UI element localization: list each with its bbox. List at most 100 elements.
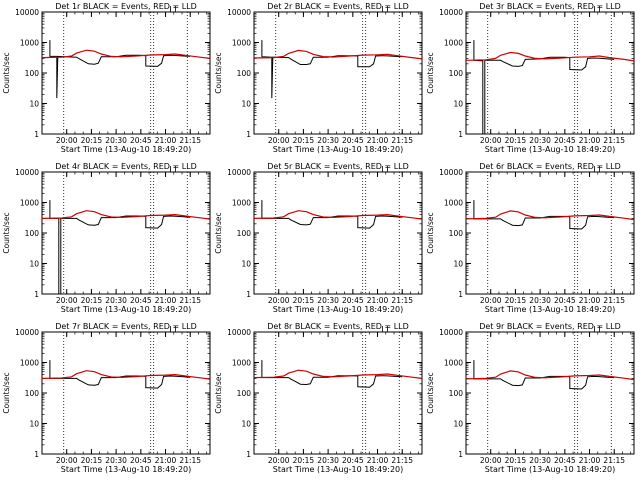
panel-det-6: Det 6r BLACK = Events, RED = LLD 1 10 100 10… [426, 162, 635, 314]
x-tick-label: 20:45 [130, 136, 152, 145]
x-axis-label: Start Time (13-Aug-10 18:49:20) [485, 305, 616, 314]
y-tick-label: 1 [246, 130, 251, 139]
panel-title: Det 6r BLACK = Events, RED = LLD [479, 162, 621, 171]
x-tick-label: 20:45 [130, 456, 152, 465]
y-tick-label: 100 [237, 229, 252, 238]
series-events [473, 360, 615, 390]
y-tick-label: 10000 [439, 328, 463, 337]
x-tick-label: 21:00 [155, 296, 177, 305]
y-tick-label: 1000 [444, 199, 463, 208]
y-tick-label: 10000 [439, 8, 463, 17]
saa-marker [594, 326, 600, 333]
saa-marker [382, 6, 388, 13]
saa-marker [170, 6, 176, 13]
x-tick-label: 20:15 [81, 456, 103, 465]
y-tick-label: 10 [453, 260, 463, 269]
panel-title: Det 5r BLACK = Events, RED = LLD [267, 162, 409, 171]
x-tick-label: 20:15 [505, 296, 527, 305]
x-axis-label: Start Time (13-Aug-10 18:49:20) [61, 145, 192, 154]
y-tick-label: 1000 [20, 39, 39, 48]
panel-det-1: Det 1r BLACK = Events, RED = LLD 1 10 100 10… [2, 2, 211, 154]
series-events [49, 360, 191, 389]
x-tick-label: 21:00 [579, 456, 601, 465]
series-lld [253, 369, 423, 379]
x-tick-label: 20:15 [81, 136, 103, 145]
x-tick-label: 21:15 [603, 296, 625, 305]
y-tick-label: 100 [449, 389, 464, 398]
x-tick-label: 20:00 [56, 136, 78, 145]
y-tick-label: 1 [458, 130, 463, 139]
y-tick-label: 10000 [227, 168, 251, 177]
panel-title: Det 4r BLACK = Events, RED = LLD [55, 162, 197, 171]
x-tick-label: 20:30 [529, 296, 551, 305]
y-tick-label: 1000 [444, 359, 463, 368]
y-axis-label: Counts/sec [214, 372, 223, 413]
x-tick-label: 20:15 [505, 136, 527, 145]
x-tick-label: 21:15 [179, 136, 201, 145]
x-tick-label: 21:00 [367, 456, 389, 465]
x-tick-label: 21:00 [579, 296, 601, 305]
y-tick-label: 1 [34, 450, 39, 459]
saa-marker [170, 166, 176, 173]
y-tick-label: 1000 [20, 199, 39, 208]
y-tick-label: 10000 [227, 328, 251, 337]
x-tick-label: 20:00 [268, 296, 290, 305]
x-tick-label: 20:45 [554, 456, 576, 465]
y-tick-label: 1000 [20, 359, 39, 368]
y-tick-label: 10 [241, 420, 251, 429]
saa-marker [594, 166, 600, 173]
x-tick-label: 20:45 [342, 456, 364, 465]
y-axis-label: Counts/sec [426, 212, 435, 253]
y-tick-label: 100 [237, 69, 252, 78]
y-tick-label: 10000 [15, 8, 39, 17]
y-tick-label: 100 [237, 389, 252, 398]
y-tick-label: 10000 [227, 8, 251, 17]
y-tick-label: 10 [453, 100, 463, 109]
x-axis-label: Start Time (13-Aug-10 18:49:20) [485, 145, 616, 154]
x-tick-label: 20:45 [342, 296, 364, 305]
panel-det-3: Det 3r BLACK = Events, RED = LLD 1 10 100 10… [426, 2, 635, 154]
x-tick-label: 21:00 [367, 136, 389, 145]
series-lld [465, 51, 635, 62]
y-tick-label: 10 [29, 100, 39, 109]
panel-det-7: Det 7r BLACK = Events, RED = LLD 1 10 100 10… [2, 322, 211, 474]
x-tick-label: 20:30 [105, 296, 127, 305]
y-axis-label: Counts/sec [2, 372, 11, 413]
plot-frame [41, 171, 211, 295]
panel-det-5: Det 5r BLACK = Events, RED = LLD 1 10 100 10… [214, 162, 423, 314]
panel-det-2: Det 2r BLACK = Events, RED = LLD 1 10 100 10… [214, 2, 423, 154]
series-lld [41, 370, 211, 380]
x-tick-label: 20:15 [81, 296, 103, 305]
x-tick-label: 20:00 [480, 136, 502, 145]
panel-title: Det 1r BLACK = Events, RED = LLD [55, 2, 197, 11]
y-tick-label: 10 [453, 420, 463, 429]
x-tick-label: 20:30 [105, 456, 127, 465]
y-tick-label: 1 [458, 450, 463, 459]
series-events [261, 40, 403, 99]
panel-det-4: Det 4r BLACK = Events, RED = LLD 1 10 100 10… [2, 162, 211, 314]
y-axis-label: Counts/sec [2, 52, 11, 93]
panel-title: Det 7r BLACK = Events, RED = LLD [55, 322, 197, 331]
x-tick-label: 20:30 [317, 296, 339, 305]
x-axis-label: Start Time (13-Aug-10 18:49:20) [273, 305, 404, 314]
x-tick-label: 21:00 [155, 456, 177, 465]
x-axis-label: Start Time (13-Aug-10 18:49:20) [61, 305, 192, 314]
y-axis-label: Counts/sec [426, 52, 435, 93]
y-tick-label: 1 [246, 450, 251, 459]
series-lld [253, 49, 423, 60]
y-tick-label: 1000 [444, 39, 463, 48]
x-tick-label: 21:00 [367, 296, 389, 305]
x-tick-label: 20:30 [529, 136, 551, 145]
x-tick-label: 21:15 [391, 136, 413, 145]
y-tick-label: 1 [246, 290, 251, 299]
y-axis-label: Counts/sec [426, 372, 435, 413]
x-tick-label: 20:00 [268, 456, 290, 465]
plot-frame [465, 331, 635, 455]
x-tick-label: 20:00 [480, 296, 502, 305]
plot-frame [41, 11, 211, 135]
plot-frame [253, 11, 423, 135]
y-tick-label: 1 [34, 290, 39, 299]
y-tick-label: 10 [241, 100, 251, 109]
series-events [49, 40, 191, 99]
y-tick-label: 100 [449, 69, 464, 78]
